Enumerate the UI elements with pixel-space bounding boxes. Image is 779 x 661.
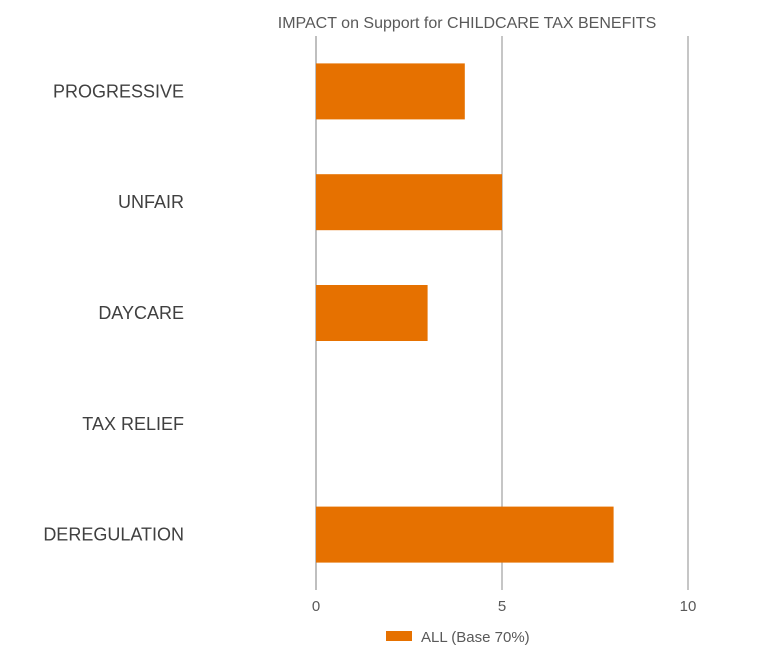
x-tick-label: 5	[498, 598, 506, 615]
bar	[316, 285, 428, 341]
legend-swatch	[386, 631, 412, 641]
category-label: PROGRESSIVE	[53, 81, 184, 101]
category-label: DEREGULATION	[43, 525, 184, 545]
bar	[316, 174, 502, 231]
bar	[316, 63, 465, 120]
bars	[316, 63, 614, 563]
x-tick-labels: 0 5 10	[312, 598, 697, 615]
x-tick-label: 10	[680, 598, 697, 615]
chart-title: IMPACT on Support for CHILDCARE TAX BENE…	[278, 15, 656, 32]
category-labels: PROGRESSIVE UNFAIR DAYCARE TAX RELIEF DEREGU…	[43, 81, 184, 544]
category-label: TAX RELIEF	[82, 414, 184, 434]
category-label: UNFAIR	[118, 192, 184, 212]
x-tick-label: 0	[312, 598, 320, 615]
legend: ALL (Base 70%)	[386, 629, 530, 646]
category-label: DAYCARE	[98, 303, 184, 323]
bar	[316, 506, 614, 563]
legend-label: ALL (Base 70%)	[421, 629, 530, 646]
